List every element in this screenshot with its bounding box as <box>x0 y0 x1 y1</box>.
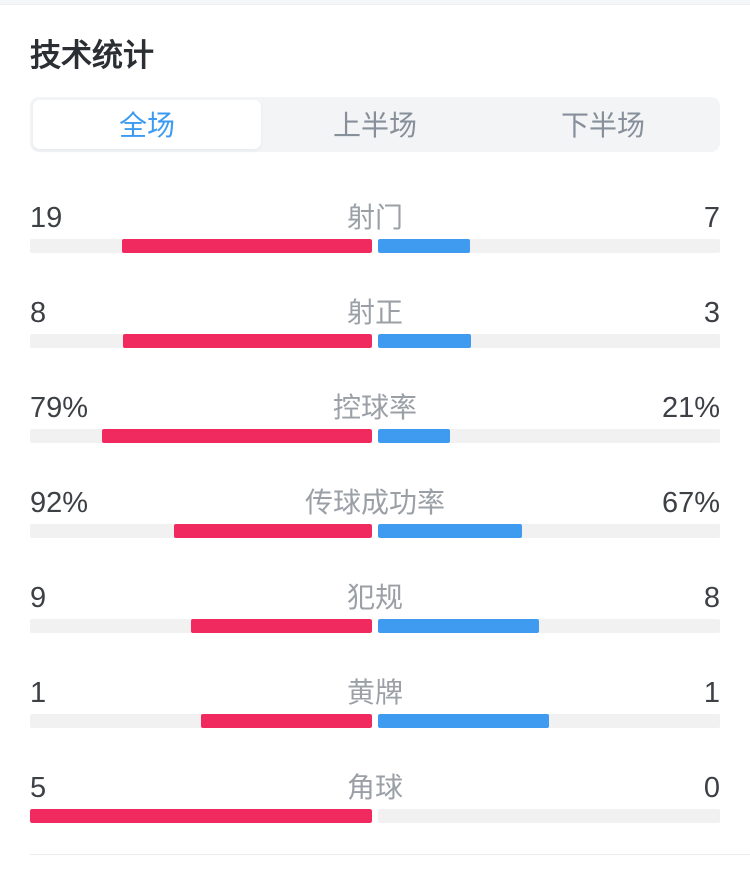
away-bar-fill <box>378 428 450 443</box>
away-bar-track <box>378 238 720 253</box>
away-bar-fill <box>378 713 549 728</box>
home-value: 9 <box>30 581 47 614</box>
stat-row: 79% 控球率 21% <box>0 370 750 465</box>
home-value: 92% <box>30 486 89 519</box>
stat-header: 79% 控球率 21% <box>0 386 750 424</box>
stat-bar <box>30 238 720 253</box>
home-bar-track <box>30 333 372 348</box>
home-bar-fill <box>122 238 372 253</box>
tab-full-match[interactable]: 全场 <box>33 99 261 149</box>
away-value: 21% <box>661 391 720 424</box>
stat-header: 92% 传球成功率 67% <box>0 481 750 519</box>
home-bar-track <box>30 523 372 538</box>
home-value: 8 <box>30 296 47 329</box>
away-bar-fill <box>378 523 523 538</box>
home-bar-fill <box>30 808 372 823</box>
home-bar-fill <box>190 618 372 633</box>
period-tab-bar: 全场 上半场 下半场 <box>30 96 720 152</box>
stat-label: 犯规 <box>346 581 403 613</box>
tab-second-half[interactable]: 下半场 <box>560 110 645 142</box>
stat-header: 8 射正 3 <box>0 291 750 329</box>
away-value: 1 <box>703 676 720 709</box>
stat-bar <box>30 428 720 443</box>
tab-first-half[interactable]: 上半场 <box>332 110 417 142</box>
away-bar-track <box>378 523 720 538</box>
away-bar-fill <box>378 238 471 253</box>
stat-header: 19 射门 7 <box>0 196 750 234</box>
stat-row: 5 角球 0 <box>0 750 750 845</box>
stat-bar <box>30 333 720 348</box>
home-bar-track <box>30 428 372 443</box>
stat-label: 角球 <box>346 771 403 803</box>
section-divider-top <box>0 0 750 5</box>
home-value: 79% <box>30 391 89 424</box>
stat-header: 5 角球 0 <box>0 766 750 804</box>
home-bar-track <box>30 713 372 728</box>
stat-row: 8 射正 3 <box>0 275 750 370</box>
home-bar-track <box>30 238 372 253</box>
away-bar-track <box>378 618 720 633</box>
away-bar-track <box>378 808 720 823</box>
away-bar-fill <box>378 333 472 348</box>
stat-label: 控球率 <box>332 391 417 423</box>
home-bar-fill <box>174 523 372 538</box>
away-value: 67% <box>661 486 720 519</box>
home-value: 5 <box>30 771 47 804</box>
stat-row: 1 黄牌 1 <box>0 655 750 750</box>
home-bar-track <box>30 808 372 823</box>
away-value: 8 <box>703 581 720 614</box>
away-bar-fill <box>378 618 539 633</box>
home-bar-fill <box>101 428 372 443</box>
stat-label: 射门 <box>346 201 403 233</box>
section-divider-bottom <box>30 853 750 855</box>
stat-row: 9 犯规 8 <box>0 560 750 655</box>
away-value: 3 <box>703 296 720 329</box>
home-bar-track <box>30 618 372 633</box>
away-value: 0 <box>703 771 720 804</box>
stats-list: 19 射门 7 8 射正 3 79% <box>0 180 750 845</box>
home-bar-fill <box>123 333 372 348</box>
stat-label: 黄牌 <box>346 676 403 708</box>
stat-bar <box>30 523 720 538</box>
stat-row: 19 射门 7 <box>0 180 750 275</box>
away-bar-track <box>378 333 720 348</box>
away-bar-track <box>378 713 720 728</box>
away-bar-track <box>378 428 720 443</box>
stat-header: 9 犯规 8 <box>0 576 750 614</box>
home-value: 19 <box>30 201 63 234</box>
stat-bar <box>30 808 720 823</box>
page-title: 技术统计 <box>30 38 154 73</box>
stat-bar <box>30 618 720 633</box>
stat-row: 92% 传球成功率 67% <box>0 465 750 560</box>
home-value: 1 <box>30 676 47 709</box>
stat-label: 传球成功率 <box>304 486 445 518</box>
home-bar-fill <box>201 713 372 728</box>
away-value: 7 <box>703 201 720 234</box>
stat-header: 1 黄牌 1 <box>0 671 750 709</box>
stat-bar <box>30 713 720 728</box>
stat-label: 射正 <box>346 296 403 328</box>
